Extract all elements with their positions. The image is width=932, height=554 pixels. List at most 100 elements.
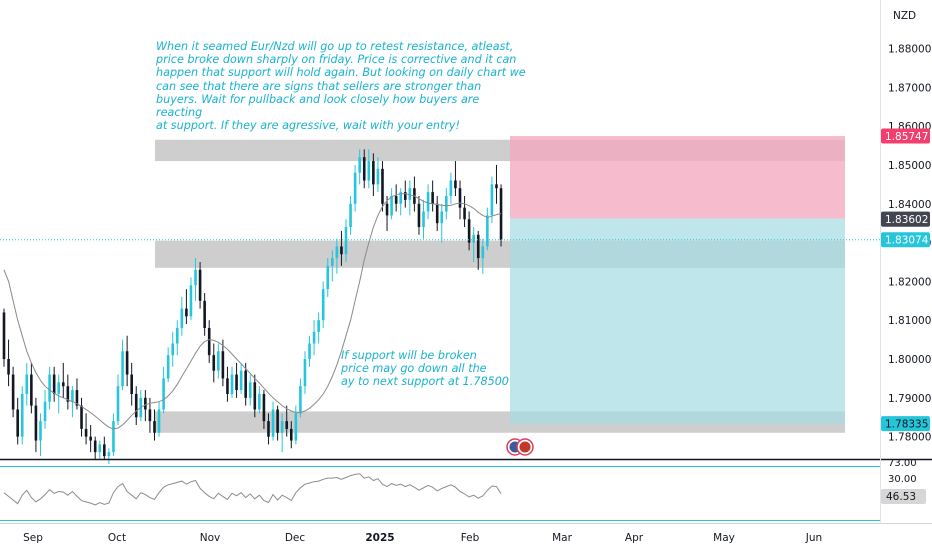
- candle: [212, 343, 216, 383]
- candle-body: [221, 351, 225, 379]
- time-tick-label: Sep: [23, 532, 43, 544]
- time-tick-label: Nov: [200, 532, 221, 544]
- candle-body: [486, 215, 489, 247]
- candle-body: [344, 227, 348, 255]
- candle: [486, 207, 489, 251]
- candle: [490, 176, 494, 224]
- candle-body: [340, 246, 343, 255]
- candle: [162, 366, 165, 414]
- candle-body: [171, 343, 175, 356]
- price-tag-last: 1.83074: [881, 232, 930, 248]
- candle-body: [349, 203, 352, 228]
- candle-body: [276, 409, 279, 433]
- candle-body: [399, 192, 403, 204]
- candle-body: [312, 331, 316, 344]
- candle: [25, 362, 29, 406]
- candle: [89, 425, 92, 453]
- candle: [230, 366, 234, 398]
- candle-body: [458, 188, 462, 208]
- price-tag-label: 1.85747: [885, 131, 928, 143]
- candle-body: [258, 393, 261, 410]
- time-tick-label: May: [713, 532, 735, 544]
- candle-body: [449, 180, 453, 197]
- candle-body: [445, 196, 448, 212]
- candle-body: [230, 374, 234, 394]
- candle-body: [248, 382, 252, 398]
- candle: [385, 196, 389, 231]
- price-tick-label: 1.81000: [888, 315, 931, 327]
- price-tag-label: 1.83602: [885, 214, 928, 226]
- candle: [408, 180, 412, 216]
- candle-body: [495, 184, 498, 189]
- candle: [52, 366, 56, 402]
- candle-body: [30, 374, 33, 406]
- candle-body: [7, 359, 10, 375]
- candle: [303, 351, 307, 394]
- candle: [463, 196, 466, 228]
- candle: [495, 164, 498, 204]
- candle-body: [267, 421, 270, 437]
- candle: [331, 250, 334, 282]
- candle: [157, 401, 161, 437]
- candle-body: [253, 382, 257, 410]
- candle-body: [130, 374, 133, 394]
- candle: [258, 386, 261, 414]
- candle: [317, 312, 320, 344]
- candle-body: [299, 386, 302, 414]
- time-tick-label: Jun: [805, 532, 822, 544]
- candle: [358, 149, 361, 185]
- candle-body: [317, 320, 320, 332]
- candle-body: [390, 196, 393, 216]
- candle-body: [280, 421, 284, 433]
- candle: [39, 413, 42, 457]
- candle: [180, 296, 184, 336]
- candle-body: [499, 188, 503, 240]
- candle-body: [426, 192, 430, 212]
- candle-body: [180, 308, 184, 328]
- price-tag-label: 1.78335: [885, 419, 928, 431]
- price-tick-label: 1.78000: [888, 432, 931, 444]
- candle-body: [403, 192, 407, 200]
- candle: [426, 184, 430, 220]
- candle-body: [367, 161, 371, 181]
- candle: [171, 331, 175, 367]
- candle-body: [331, 258, 334, 266]
- candle: [30, 362, 33, 414]
- candle: [431, 180, 434, 212]
- candle: [308, 335, 311, 367]
- candle: [185, 289, 188, 325]
- candle: [244, 362, 247, 406]
- price-tick-label: 1.88000: [888, 44, 931, 56]
- candle-body: [308, 343, 311, 360]
- candle-body: [271, 409, 275, 437]
- candle-body: [175, 327, 179, 344]
- candle: [189, 277, 193, 321]
- candle-body: [98, 444, 102, 453]
- candle: [362, 149, 366, 189]
- stop-loss-zone: [510, 135, 845, 219]
- candle: [153, 409, 156, 441]
- candle-body: [385, 203, 389, 216]
- candle: [20, 386, 24, 445]
- candle: [399, 188, 403, 216]
- candle: [467, 211, 471, 251]
- candle-body: [490, 184, 494, 216]
- candle: [280, 413, 284, 453]
- candle: [175, 320, 179, 356]
- candle-body: [294, 413, 298, 441]
- candle-body: [454, 180, 457, 189]
- candle-body: [381, 168, 384, 204]
- candle-body: [207, 327, 211, 356]
- rsi-line: [3, 473, 502, 506]
- price-tick-label: 1.82000: [888, 276, 931, 288]
- candle-body: [408, 188, 412, 200]
- candle: [299, 378, 302, 418]
- candle-body: [476, 234, 480, 259]
- candle: [349, 196, 352, 235]
- candle-body: [303, 359, 307, 387]
- candle-body: [194, 269, 197, 286]
- candle-body: [431, 192, 434, 204]
- candle-body: [134, 393, 138, 418]
